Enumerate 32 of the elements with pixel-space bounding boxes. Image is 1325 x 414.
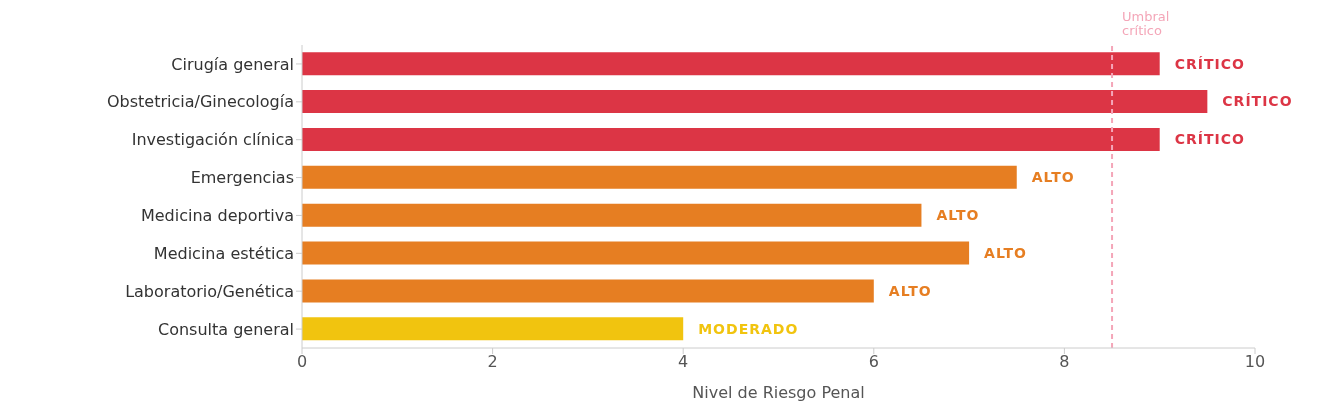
- bar: [302, 203, 922, 227]
- bar: [302, 52, 1160, 76]
- y-tick-label: Laboratorio/Genética: [125, 281, 294, 301]
- x-axis-title: Nivel de Riesgo Penal: [692, 383, 865, 402]
- x-tick-label: 8: [1059, 352, 1070, 372]
- data-label: CRÍTICO: [1174, 131, 1245, 148]
- x-tick-label: 2: [487, 352, 498, 372]
- y-tick-label: Medicina deportiva: [140, 206, 294, 226]
- data-label: ALTO: [936, 207, 980, 224]
- data-label: ALTO: [984, 244, 1027, 261]
- bar: [302, 317, 684, 341]
- x-tick-label: 4: [678, 352, 689, 372]
- bar: [302, 165, 1017, 189]
- bar: [302, 241, 970, 265]
- y-tick-label: Consulta general: [158, 319, 294, 339]
- bar: [302, 127, 1160, 151]
- data-label: MODERADO: [698, 320, 799, 337]
- x-tick-label: 0: [296, 352, 308, 372]
- y-tick-label: Obstetricia/Ginecología: [107, 92, 294, 112]
- y-tick-label: Emergencias: [190, 168, 294, 188]
- ref-line-label: Umbral crítico: [1122, 9, 1170, 38]
- bar: [302, 279, 874, 303]
- data-label: CRÍTICO: [1222, 93, 1293, 110]
- y-tick-label: Cirugía general: [171, 54, 294, 74]
- x-tick-label: 10: [1244, 352, 1266, 372]
- y-tick-label: Investigación clínica: [131, 130, 294, 150]
- data-label: ALTO: [1031, 169, 1075, 186]
- y-tick-label: Medicina estética: [153, 243, 294, 263]
- x-tick-label: 6: [868, 352, 879, 372]
- data-label: ALTO: [888, 282, 932, 299]
- data-label: CRÍTICO: [1174, 55, 1245, 72]
- bar: [302, 90, 1208, 114]
